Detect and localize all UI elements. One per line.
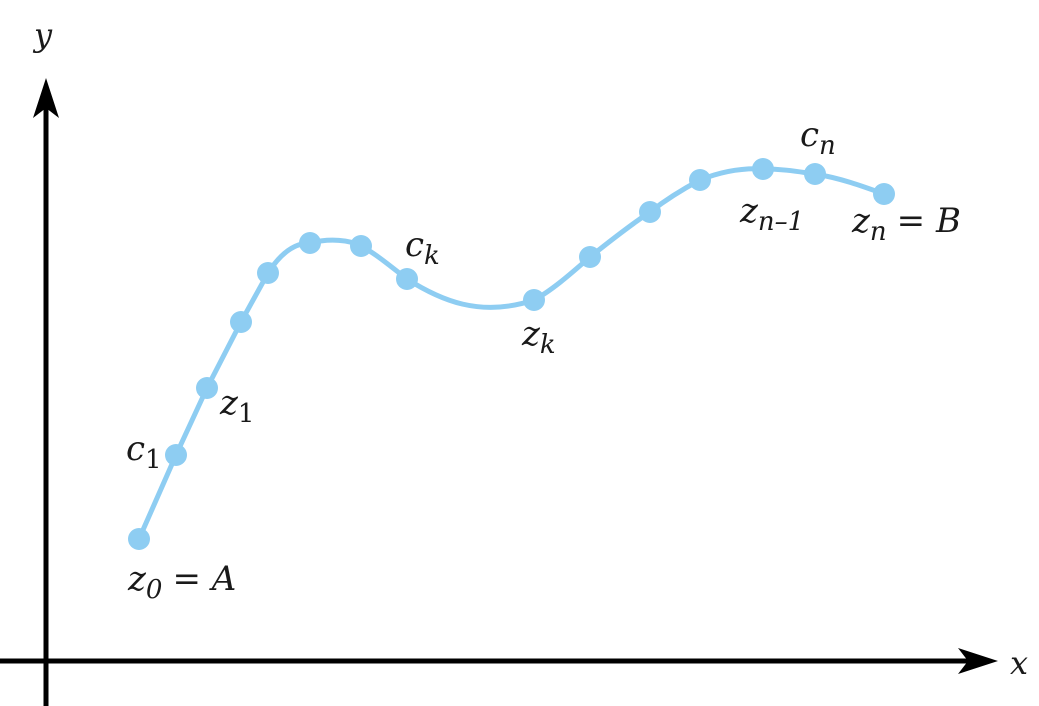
label-ck: ck	[405, 225, 440, 271]
point	[639, 201, 661, 223]
point-c1	[165, 444, 187, 466]
label-zk: zk	[521, 314, 556, 360]
label-cn: cn	[800, 115, 836, 161]
label-zn-1: zn–1	[739, 191, 804, 237]
label-z1: z1	[219, 383, 254, 429]
point	[257, 262, 279, 284]
point	[299, 232, 321, 254]
point-z0	[128, 528, 150, 550]
point	[230, 311, 252, 333]
point-ck	[396, 268, 418, 290]
label-c1: c1	[126, 429, 162, 475]
point	[350, 235, 372, 257]
point	[579, 246, 601, 268]
point-z1	[196, 377, 218, 399]
point-zn	[873, 183, 895, 205]
y-axis-label: y	[32, 16, 53, 54]
partition-points	[128, 158, 895, 550]
point-zk	[523, 289, 545, 311]
x-axis-label: x	[1010, 644, 1028, 682]
label-z0: z0 = A	[127, 559, 236, 605]
y-axis-arrowhead	[33, 78, 59, 118]
point-zn-1	[752, 158, 774, 180]
point	[689, 169, 711, 191]
x-axis-arrowhead	[958, 648, 998, 674]
label-zn: zn = B	[851, 201, 961, 247]
point-cn	[804, 163, 826, 185]
